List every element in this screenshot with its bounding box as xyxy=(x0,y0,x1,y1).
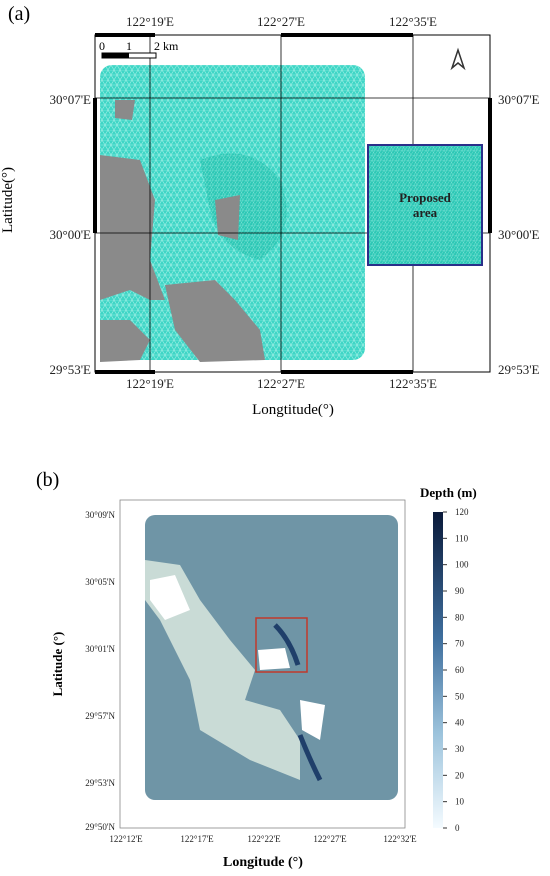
scale-bar-label: 2 km xyxy=(154,39,179,53)
colorbar-tick-label: 70 xyxy=(455,639,465,649)
y-axis-label: Latitude(°) xyxy=(0,167,16,233)
x-tick-label: 122°32'E xyxy=(383,834,417,844)
y-tick-label: 29°53'N xyxy=(85,778,115,788)
y-tick-label: 29°50'N xyxy=(85,822,115,832)
colorbar-tick-label: 30 xyxy=(455,744,465,754)
x-tick-label: 122°22'E xyxy=(247,834,281,844)
x-tick-label: 122°27'E xyxy=(313,834,347,844)
land xyxy=(100,320,150,362)
border-strip xyxy=(488,98,492,233)
y-tick-label: 30°07'E xyxy=(50,92,92,107)
north-arrow xyxy=(450,47,466,71)
y-tick-label: 29°57'N xyxy=(85,711,115,721)
colorbar-tick-label: 120 xyxy=(455,507,469,517)
y-tick-label: 30°00'E xyxy=(498,227,540,242)
panel-label: (a) xyxy=(8,3,30,25)
border-strip xyxy=(281,33,413,37)
colorbar-tick-label: 40 xyxy=(455,718,465,728)
colorbar-title: Depth (m) xyxy=(420,485,477,500)
x-tick-label: 122°35'E xyxy=(389,14,437,29)
panel-label: (b) xyxy=(36,469,59,491)
y-tick-label: 30°00'E xyxy=(50,227,92,242)
land xyxy=(115,100,240,240)
x-tick-label: 122°35'E xyxy=(389,376,437,391)
border-strip xyxy=(93,98,97,233)
colorbar-tick-label: 60 xyxy=(455,665,465,675)
colorbar xyxy=(433,512,443,828)
y-tick-label: 30°01'N xyxy=(85,644,115,654)
scale-bar-label: 0 xyxy=(99,39,105,53)
border-strip xyxy=(281,370,413,374)
y-tick-label: 29°53'E xyxy=(50,362,92,377)
land xyxy=(150,575,325,740)
scale-bar-label: 1 xyxy=(126,39,132,53)
x-tick-label: 122°17'E xyxy=(180,834,214,844)
border-strip xyxy=(95,370,155,374)
colorbar-tick-label: 0 xyxy=(455,823,460,833)
y-tick-label: 30°09'N xyxy=(85,510,115,520)
land xyxy=(165,280,265,362)
deep-channel xyxy=(273,623,323,782)
x-tick-label: 122°19'E xyxy=(126,14,174,29)
proposed-area-box xyxy=(367,144,483,266)
colorbar-tick-label: 90 xyxy=(455,586,465,596)
colorbar-tick-label: 100 xyxy=(455,560,469,570)
inset-label: Proposed area xyxy=(399,190,451,220)
x-axis-label: Longtitude(°) xyxy=(252,402,334,418)
x-tick-label: 122°12'E xyxy=(109,834,143,844)
colorbar-tick-label: 20 xyxy=(455,770,465,780)
x-tick-label: 122°27'E xyxy=(257,376,305,391)
shallow-area xyxy=(145,560,300,780)
colorbar-tick-label: 80 xyxy=(455,612,465,622)
x-axis-label: Longitude (°) xyxy=(223,855,303,870)
land xyxy=(100,155,165,300)
scale-bar xyxy=(102,53,129,58)
y-tick-label: 29°53'E xyxy=(498,362,540,377)
study-box xyxy=(255,617,308,673)
x-tick-label: 122°19'E xyxy=(126,376,174,391)
y-axis-label: Latitude (°) xyxy=(50,632,65,697)
x-tick-label: 122°27'E xyxy=(257,14,305,29)
y-tick-label: 30°07'E xyxy=(498,92,540,107)
border-strip xyxy=(95,33,155,37)
colorbar-tick-label: 50 xyxy=(455,691,465,701)
colorbar-tick-label: 10 xyxy=(455,797,465,807)
y-tick-label: 30°05'N xyxy=(85,577,115,587)
colorbar-tick-label: 110 xyxy=(455,533,469,543)
